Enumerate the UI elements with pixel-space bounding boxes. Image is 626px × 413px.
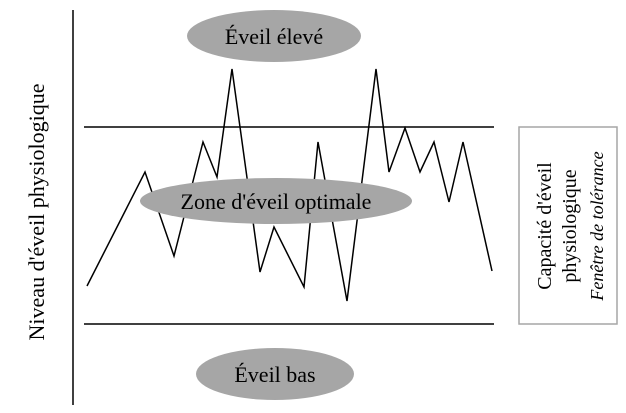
high-arousal-label: Éveil élevé [225, 24, 323, 49]
tolerance-window-box: Capacité d'éveil physiologique Fenêtre d… [518, 126, 618, 325]
low-arousal-label: Éveil bas [234, 362, 315, 387]
optimal-arousal-zone: Zone d'éveil optimale [140, 178, 412, 224]
capacity-label-line2: physiologique [559, 169, 581, 282]
high-arousal-zone: Éveil élevé [187, 10, 361, 62]
capacity-label-line1: Capacité d'éveil [534, 162, 556, 290]
optimal-arousal-label: Zone d'éveil optimale [181, 189, 372, 214]
y-axis-label: Niveau d'éveil physiologique [24, 84, 49, 341]
arousal-fluctuation-line [86, 68, 493, 302]
low-arousal-zone: Éveil bas [196, 348, 354, 400]
tolerance-window-label: Fenêtre de tolérance [587, 151, 607, 301]
